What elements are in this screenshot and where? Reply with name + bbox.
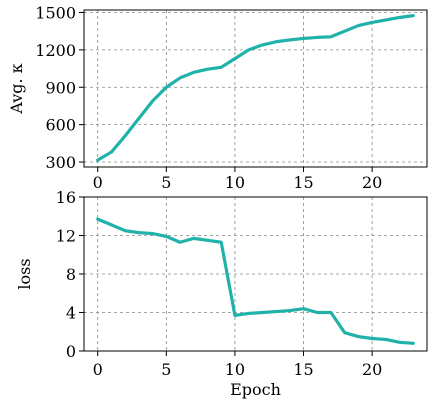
avg-kappa-xtick-label-2: 10 [225, 173, 245, 192]
loss-xtick-label-2: 10 [225, 360, 245, 379]
loss-xtick-label-3: 15 [293, 360, 313, 379]
loss-xtick-label-4: 20 [362, 360, 382, 379]
avg-kappa-axes-frame [83, 9, 428, 168]
loss-chart: 0 4 8 12 16 0 5 10 15 20 loss Epoch [15, 188, 428, 399]
loss-ytick-label-4: 16 [56, 188, 76, 207]
avg-kappa-xtick-label-0: 0 [93, 173, 103, 192]
avg-kappa-xtick-label-4: 20 [362, 173, 382, 192]
avg-kappa-ytick-label-2: 900 [45, 78, 76, 97]
loss-ytick-label-3: 12 [56, 227, 76, 246]
avg-kappa-ytick-label-1: 600 [45, 116, 76, 135]
loss-xlabel: Epoch [230, 380, 281, 399]
avg-kappa-xtick-label-3: 15 [293, 173, 313, 192]
avg-kappa-ylabel: Avg. κ [7, 63, 26, 114]
loss-axes-frame [83, 196, 428, 352]
loss-ytick-label-0: 0 [66, 342, 76, 361]
avg-kappa-series-line-0 [96, 14, 415, 162]
avg-kappa-ytick-label-4: 1500 [35, 3, 76, 22]
avg-kappa-ytick-label-0: 300 [45, 153, 76, 172]
loss-ytick-label-1: 4 [66, 304, 76, 323]
avg-kappa-xtick-label-1: 5 [161, 173, 171, 192]
loss-xtick-label-1: 5 [161, 360, 171, 379]
avg-kappa-ytick-label-3: 1200 [35, 41, 76, 60]
loss-series-line-0 [96, 217, 415, 345]
avg-kappa-chart: 300 600 900 1200 1500 0 5 10 15 20 Avg. κ [7, 3, 428, 192]
loss-ytick-label-2: 8 [66, 265, 76, 284]
loss-xtick-label-0: 0 [93, 360, 103, 379]
loss-ylabel: loss [15, 258, 34, 289]
